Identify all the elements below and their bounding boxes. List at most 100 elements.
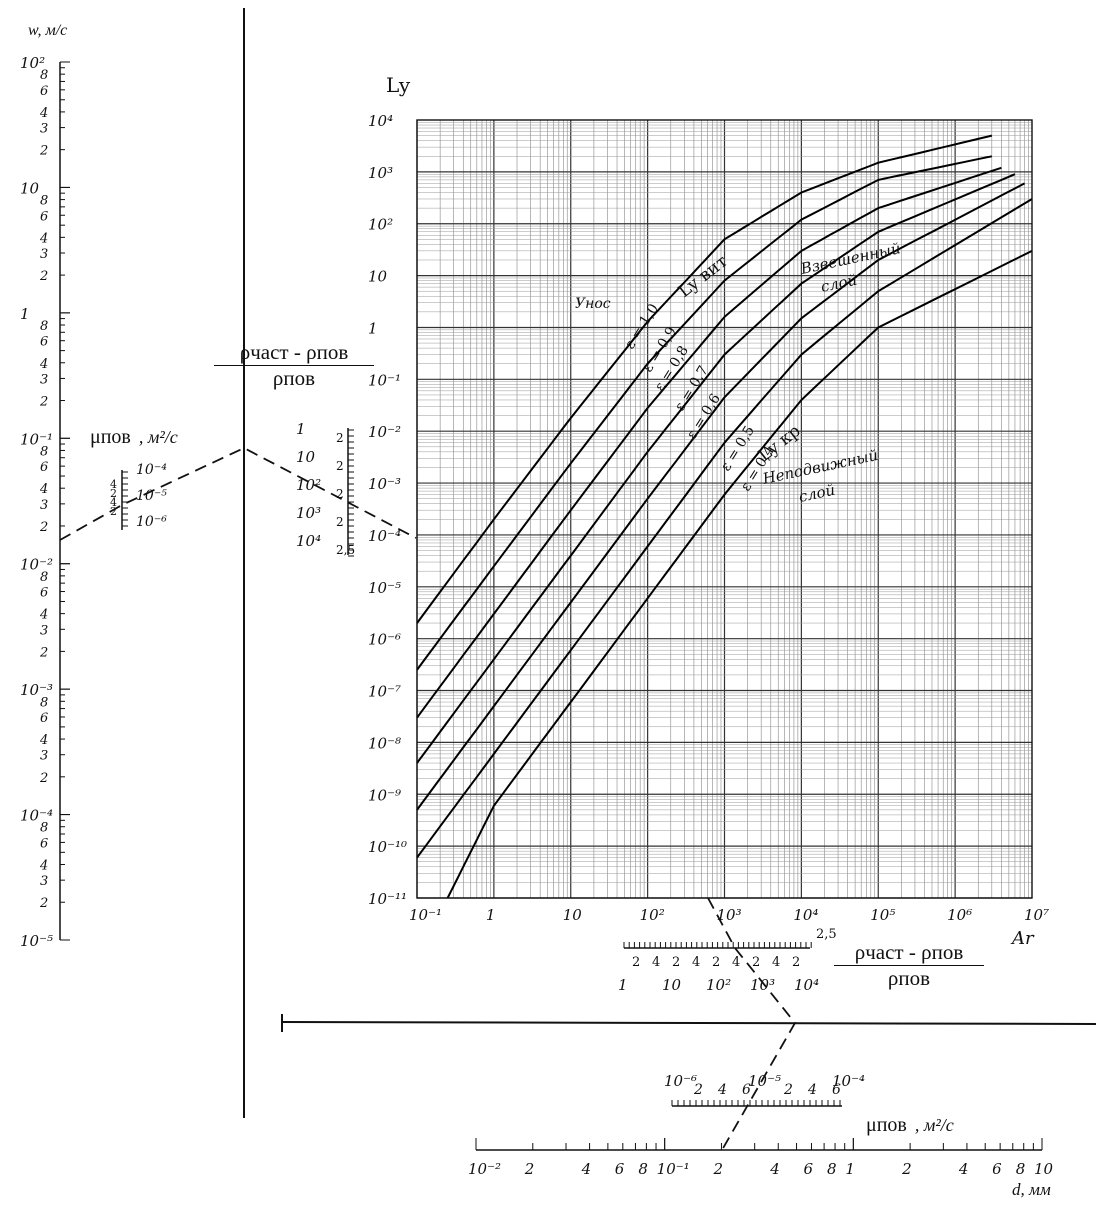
mu-bottom-sub-label: 6	[742, 1082, 751, 1098]
key-line-left	[59, 446, 417, 541]
d-tick-label: 4	[581, 1160, 592, 1178]
rho-bottom-sub-label: 4	[652, 955, 660, 970]
mu-left-tick-label: 10⁻⁵	[136, 488, 167, 504]
rho-bottom-end-label: 2,5	[816, 927, 837, 942]
mu-bottom-sub-label: 4	[717, 1082, 727, 1098]
rho-left-sub-label: 2	[336, 431, 344, 445]
w-sub-label: 3	[40, 122, 48, 137]
w-sub-label: 2	[39, 896, 48, 911]
x-tick-label: 10⁴	[793, 906, 818, 924]
w-sub-label: 6	[40, 586, 48, 601]
rho-bottom-sub-label: 2	[632, 955, 640, 970]
label-suspended-2: слой	[819, 271, 859, 296]
mu-bottom-sub-label: 4	[807, 1082, 817, 1098]
d-label: d, мм	[1012, 1180, 1051, 1199]
y-tick-label: 10⁻¹¹	[368, 890, 407, 908]
mu-left-label: μпов , м²/с	[90, 426, 178, 449]
rho-left-sub-label: 2	[336, 459, 344, 473]
mu-bottom-tick-label: 10⁻⁵	[748, 1072, 781, 1090]
w-sub-label: 8	[40, 821, 48, 836]
y-tick-label: 10⁻⁹	[368, 786, 401, 804]
mu-bottom-sym: μпов	[866, 1114, 907, 1136]
chart-curves	[416, 134, 1033, 899]
key-lines	[59, 446, 797, 1151]
rho-bottom-numerator: ρчаст - ρпов	[834, 940, 984, 966]
rho-left-sub-label: 2,5	[336, 543, 355, 557]
curve-7	[446, 250, 1033, 899]
w-sub-label: 4	[39, 357, 48, 372]
rho-left-tick-label: 10⁴	[296, 532, 321, 550]
w-sub-label: 3	[40, 498, 48, 513]
w-sub-label: 8	[40, 68, 48, 83]
y-tick-label: 10²	[368, 216, 393, 234]
mu-bottom-sub-label: 2	[693, 1082, 703, 1098]
d-tick-label: 1	[845, 1160, 855, 1178]
chart-grid	[416, 120, 1032, 899]
y-tick-label: 10⁻⁶	[368, 631, 401, 649]
rho-bottom-sub-label: 2	[712, 955, 720, 970]
x-tick-label: 10⁶	[947, 906, 972, 924]
w-sub-label: 8	[40, 695, 48, 710]
w-sub-label: 6	[40, 209, 48, 224]
d-tick-label: 2	[524, 1160, 535, 1178]
rho-bottom-fraction: ρчаст - ρпов ρпов	[834, 940, 984, 991]
y-tick-label: 10⁻¹⁰	[368, 838, 407, 856]
rho-bottom-sub-label: 4	[692, 955, 700, 970]
w-decade-label: 10⁻⁵	[20, 932, 53, 950]
rho-bottom-tick-label: 10	[662, 976, 682, 994]
w-sub-label: 2	[39, 645, 48, 660]
rho-bottom-sub-label: 2	[792, 955, 800, 970]
d-tick-label: 8	[827, 1160, 837, 1178]
mu-bottom-sub-label: 6	[832, 1082, 841, 1098]
d-tick-label: 8	[1016, 1160, 1026, 1178]
d-tick-label: 10⁻¹	[657, 1160, 690, 1178]
y-tick-label: 10⁻⁴	[368, 527, 401, 545]
d-tick-label: 2	[712, 1160, 723, 1178]
w-decade-label: 10⁻²	[20, 556, 53, 574]
x-tick-label: 10⁻¹	[409, 906, 442, 924]
w-sub-label: 3	[40, 749, 48, 764]
w-sub-label: 6	[40, 84, 48, 99]
d-tick-label: 6	[615, 1160, 625, 1178]
mu-left-tick-label: 10⁻⁴	[136, 462, 167, 478]
w-sub-label: 6	[40, 335, 48, 350]
d-tick-label: 4	[958, 1160, 969, 1178]
w-sub-label: 2	[39, 395, 48, 410]
x-axis-label: Ar	[1010, 928, 1035, 949]
mu-left-unit: , м²/с	[138, 427, 178, 447]
y-axis-label: Ly	[386, 73, 411, 97]
curve-5	[416, 182, 1026, 811]
rho-bottom-sub-label: 2	[752, 955, 760, 970]
curve-1	[416, 134, 993, 624]
w-sub-label: 8	[40, 570, 48, 585]
mu-bottom-label: μпов , м²/с	[866, 1114, 954, 1137]
d-tick-label: 4	[769, 1160, 780, 1178]
rho-left-tick-label: 1	[296, 420, 306, 438]
w-sub-label: 4	[39, 858, 48, 873]
d-tick-label: 2	[901, 1160, 912, 1178]
y-tick-label: 10⁻⁷	[368, 683, 401, 701]
rho-left-numerator: ρчаст - ρпов	[214, 340, 374, 366]
mu-left-sub-label: 4	[110, 496, 117, 509]
w-sub-label: 3	[40, 874, 48, 889]
w-sub-label: 4	[39, 608, 48, 623]
y-tick-label: 10⁴	[368, 112, 393, 130]
rho-left-tick-label: 10	[296, 448, 316, 466]
rho-bottom-tick-label: 1	[618, 976, 628, 994]
d-tick-label: 6	[992, 1160, 1002, 1178]
mu-bottom-tick-label: 10⁻⁴	[832, 1072, 865, 1090]
y-tick-label: 10⁻²	[368, 423, 401, 441]
rho-bottom-tick-label: 10³	[750, 976, 775, 994]
w-sub-label: 3	[40, 372, 48, 387]
y-tick-label: 10³	[368, 164, 393, 182]
key-line-bottom	[707, 897, 797, 1151]
rho-left-sub-label: 2	[336, 515, 344, 529]
w-sub-label: 4	[39, 733, 48, 748]
w-decade-label: 10²	[20, 54, 45, 72]
rho-bottom-sub-label: 2	[672, 955, 680, 970]
y-tick-label: 10	[368, 268, 388, 286]
rho-left-fraction: ρчаст - ρпов ρпов	[214, 340, 374, 391]
rho-bottom-tick-label: 10²	[706, 976, 731, 994]
y-tick-label: 10⁻⁵	[368, 579, 401, 597]
